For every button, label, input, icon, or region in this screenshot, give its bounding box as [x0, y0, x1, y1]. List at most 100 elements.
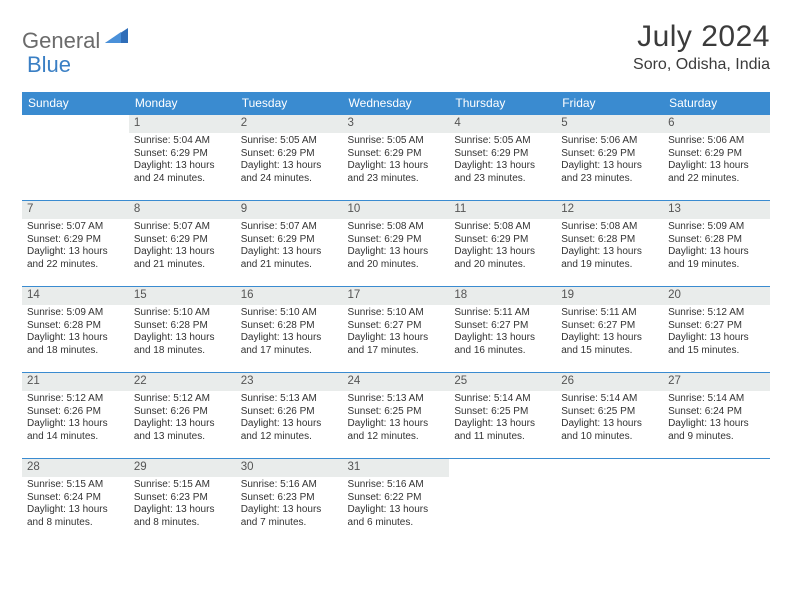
day-cell: 2Sunrise: 5:05 AMSunset: 6:29 PMDaylight… — [236, 115, 343, 201]
detail-line: Daylight: 13 hours — [27, 504, 124, 517]
detail-line: Sunset: 6:24 PM — [668, 406, 765, 419]
day-details: Sunrise: 5:16 AMSunset: 6:23 PMDaylight:… — [236, 477, 343, 534]
detail-line: and 22 minutes. — [27, 259, 124, 272]
day-cell: 27Sunrise: 5:14 AMSunset: 6:24 PMDayligh… — [663, 373, 770, 459]
detail-line: Sunset: 6:27 PM — [561, 320, 658, 333]
day-details: Sunrise: 5:11 AMSunset: 6:27 PMDaylight:… — [449, 305, 556, 362]
day-cell: 30Sunrise: 5:16 AMSunset: 6:23 PMDayligh… — [236, 459, 343, 545]
detail-line: Daylight: 13 hours — [668, 418, 765, 431]
detail-line: Sunset: 6:23 PM — [241, 492, 338, 505]
detail-line: Sunrise: 5:08 AM — [561, 221, 658, 234]
detail-line: Daylight: 13 hours — [454, 246, 551, 259]
detail-line: Sunset: 6:27 PM — [348, 320, 445, 333]
day-details: Sunrise: 5:10 AMSunset: 6:28 PMDaylight:… — [236, 305, 343, 362]
day-number — [663, 459, 770, 477]
day-number: 29 — [129, 459, 236, 477]
day-number: 18 — [449, 287, 556, 305]
day-cell — [22, 115, 129, 201]
dow-tue: Tuesday — [236, 92, 343, 115]
detail-line: Daylight: 13 hours — [241, 418, 338, 431]
calendar-table: Sunday Monday Tuesday Wednesday Thursday… — [22, 92, 770, 545]
detail-line: Sunrise: 5:12 AM — [668, 307, 765, 320]
detail-line: and 6 minutes. — [348, 517, 445, 530]
detail-line: Sunset: 6:26 PM — [241, 406, 338, 419]
dow-sun: Sunday — [22, 92, 129, 115]
day-number — [22, 115, 129, 133]
detail-line: Sunset: 6:29 PM — [454, 148, 551, 161]
day-cell: 8Sunrise: 5:07 AMSunset: 6:29 PMDaylight… — [129, 201, 236, 287]
detail-line: and 7 minutes. — [241, 517, 338, 530]
day-cell: 10Sunrise: 5:08 AMSunset: 6:29 PMDayligh… — [343, 201, 450, 287]
day-number: 30 — [236, 459, 343, 477]
day-details: Sunrise: 5:06 AMSunset: 6:29 PMDaylight:… — [556, 133, 663, 190]
day-details: Sunrise: 5:08 AMSunset: 6:29 PMDaylight:… — [343, 219, 450, 276]
detail-line: and 21 minutes. — [134, 259, 231, 272]
day-number: 23 — [236, 373, 343, 391]
day-details: Sunrise: 5:13 AMSunset: 6:26 PMDaylight:… — [236, 391, 343, 448]
detail-line: Sunrise: 5:13 AM — [348, 393, 445, 406]
day-number: 14 — [22, 287, 129, 305]
day-details: Sunrise: 5:13 AMSunset: 6:25 PMDaylight:… — [343, 391, 450, 448]
detail-line: Sunrise: 5:12 AM — [134, 393, 231, 406]
day-details: Sunrise: 5:08 AMSunset: 6:29 PMDaylight:… — [449, 219, 556, 276]
day-details — [556, 477, 663, 483]
detail-line: Sunrise: 5:10 AM — [241, 307, 338, 320]
detail-line: Sunrise: 5:05 AM — [454, 135, 551, 148]
day-details: Sunrise: 5:07 AMSunset: 6:29 PMDaylight:… — [129, 219, 236, 276]
dow-sat: Saturday — [663, 92, 770, 115]
detail-line: Sunset: 6:29 PM — [134, 148, 231, 161]
day-cell: 16Sunrise: 5:10 AMSunset: 6:28 PMDayligh… — [236, 287, 343, 373]
detail-line: and 16 minutes. — [454, 345, 551, 358]
detail-line: Daylight: 13 hours — [561, 160, 658, 173]
detail-line: and 20 minutes. — [454, 259, 551, 272]
detail-line: and 15 minutes. — [561, 345, 658, 358]
detail-line: Daylight: 13 hours — [241, 504, 338, 517]
day-number — [556, 459, 663, 477]
detail-line: and 23 minutes. — [348, 173, 445, 186]
day-number: 11 — [449, 201, 556, 219]
detail-line: and 12 minutes. — [348, 431, 445, 444]
detail-line: and 23 minutes. — [454, 173, 551, 186]
detail-line: Sunrise: 5:08 AM — [348, 221, 445, 234]
day-cell: 4Sunrise: 5:05 AMSunset: 6:29 PMDaylight… — [449, 115, 556, 201]
detail-line: Daylight: 13 hours — [241, 332, 338, 345]
detail-line: Sunrise: 5:12 AM — [27, 393, 124, 406]
detail-line: Sunrise: 5:10 AM — [348, 307, 445, 320]
day-details: Sunrise: 5:09 AMSunset: 6:28 PMDaylight:… — [22, 305, 129, 362]
detail-line: and 24 minutes. — [134, 173, 231, 186]
day-number: 20 — [663, 287, 770, 305]
detail-line: and 20 minutes. — [348, 259, 445, 272]
day-details: Sunrise: 5:10 AMSunset: 6:28 PMDaylight:… — [129, 305, 236, 362]
day-cell: 25Sunrise: 5:14 AMSunset: 6:25 PMDayligh… — [449, 373, 556, 459]
detail-line: Sunrise: 5:07 AM — [134, 221, 231, 234]
detail-line: Daylight: 13 hours — [561, 246, 658, 259]
detail-line: Sunset: 6:29 PM — [27, 234, 124, 247]
day-details: Sunrise: 5:05 AMSunset: 6:29 PMDaylight:… — [343, 133, 450, 190]
detail-line: Sunset: 6:25 PM — [454, 406, 551, 419]
dow-wed: Wednesday — [343, 92, 450, 115]
detail-line: Sunset: 6:29 PM — [134, 234, 231, 247]
detail-line: Daylight: 13 hours — [241, 246, 338, 259]
day-cell — [663, 459, 770, 545]
detail-line: Sunset: 6:25 PM — [348, 406, 445, 419]
detail-line: Sunrise: 5:16 AM — [348, 479, 445, 492]
day-details: Sunrise: 5:15 AMSunset: 6:23 PMDaylight:… — [129, 477, 236, 534]
day-cell: 1Sunrise: 5:04 AMSunset: 6:29 PMDaylight… — [129, 115, 236, 201]
day-cell: 15Sunrise: 5:10 AMSunset: 6:28 PMDayligh… — [129, 287, 236, 373]
detail-line: Daylight: 13 hours — [561, 418, 658, 431]
detail-line: and 14 minutes. — [27, 431, 124, 444]
detail-line: and 22 minutes. — [668, 173, 765, 186]
day-details: Sunrise: 5:05 AMSunset: 6:29 PMDaylight:… — [449, 133, 556, 190]
detail-line: Sunrise: 5:04 AM — [134, 135, 231, 148]
detail-line: Sunrise: 5:14 AM — [561, 393, 658, 406]
day-cell: 26Sunrise: 5:14 AMSunset: 6:25 PMDayligh… — [556, 373, 663, 459]
day-details — [449, 477, 556, 483]
detail-line: Daylight: 13 hours — [348, 418, 445, 431]
day-details — [22, 133, 129, 139]
detail-line: Daylight: 13 hours — [348, 160, 445, 173]
detail-line: and 19 minutes. — [668, 259, 765, 272]
day-number: 26 — [556, 373, 663, 391]
day-details: Sunrise: 5:14 AMSunset: 6:25 PMDaylight:… — [556, 391, 663, 448]
detail-line: Sunset: 6:23 PM — [134, 492, 231, 505]
day-details: Sunrise: 5:05 AMSunset: 6:29 PMDaylight:… — [236, 133, 343, 190]
